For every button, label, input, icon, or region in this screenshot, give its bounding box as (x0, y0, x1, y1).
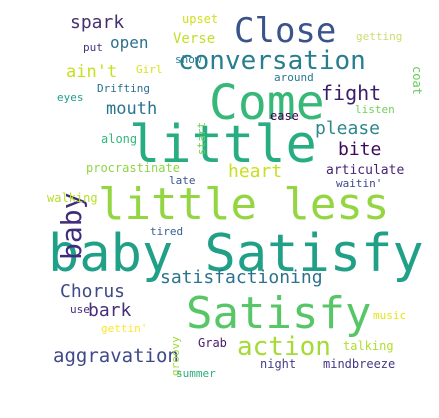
word-listen: listen (355, 103, 395, 116)
word-little: little (129, 115, 317, 175)
word-please: please (315, 118, 381, 139)
word-waitin: waitin' (336, 177, 383, 190)
word-coat: coat (410, 66, 424, 95)
word-conversation: conversation (178, 46, 366, 76)
word-bark: bark (88, 300, 132, 321)
word-satisfy: Satisfy (186, 288, 372, 339)
word-summer: summer (176, 367, 216, 380)
word-around: around (274, 71, 314, 84)
word-grab: Grab (198, 336, 227, 350)
word-use: use (70, 303, 90, 316)
word-procrastinate: procrastinate (86, 161, 180, 175)
word-fight: fight (321, 81, 382, 105)
word-mouth: mouth (106, 99, 158, 119)
word-action: action (237, 332, 331, 362)
word-satisfactioning: satisfactioning (160, 267, 323, 288)
word-tired: tired (150, 225, 184, 238)
word-little-less: little less (98, 179, 390, 230)
word-show: show (175, 53, 202, 66)
word-aggravation: aggravation (53, 345, 179, 367)
word-spark: spark (70, 12, 125, 33)
word-come: Come (209, 75, 325, 131)
word-heart: heart (228, 161, 283, 182)
word-talking: talking (343, 339, 394, 353)
word-close: Close (234, 11, 337, 51)
word-chorus: Chorus (60, 281, 126, 302)
word-bite: bite (338, 139, 382, 160)
word-verse: Verse (173, 31, 216, 47)
word-baby-satisfy: baby Satisfy (48, 224, 424, 284)
word-open: open (110, 33, 149, 52)
word-girl: Girl (136, 63, 163, 76)
word-late: late (169, 174, 196, 187)
word-night: night (260, 357, 297, 371)
word-aint: ain't (66, 62, 118, 82)
word-upset: upset (182, 12, 219, 26)
word-start: start (195, 121, 208, 155)
word-walking: walking (47, 191, 98, 205)
word-drifting: Drifting (97, 82, 150, 95)
word-getting: getting (356, 30, 403, 43)
word-mindbreeze: mindbreeze (323, 357, 396, 371)
word-articulate: articulate (326, 163, 405, 178)
word-along: along (101, 132, 138, 146)
word-eyes: eyes (57, 91, 84, 104)
word-gettin: gettin' (101, 322, 148, 335)
word-ease: ease (270, 109, 299, 123)
word-music: music (373, 309, 407, 322)
word-put: put (83, 41, 103, 54)
